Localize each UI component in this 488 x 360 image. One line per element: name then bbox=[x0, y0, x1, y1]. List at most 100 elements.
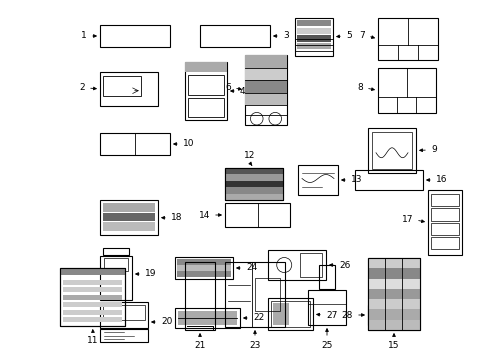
Bar bbox=[103, 213, 155, 221]
Text: 20: 20 bbox=[161, 318, 172, 327]
Bar bbox=[430, 208, 458, 220]
Bar bbox=[270, 301, 309, 327]
Bar bbox=[296, 28, 330, 34]
Text: 5: 5 bbox=[346, 31, 351, 40]
Bar bbox=[254, 278, 280, 311]
Text: 13: 13 bbox=[350, 175, 362, 184]
Bar bbox=[367, 128, 415, 173]
Text: 4: 4 bbox=[240, 86, 245, 95]
Bar bbox=[367, 305, 403, 325]
Text: 10: 10 bbox=[183, 139, 194, 148]
Bar bbox=[377, 68, 435, 113]
Bar bbox=[224, 262, 285, 327]
Bar bbox=[60, 268, 125, 275]
Bar bbox=[184, 262, 215, 330]
Bar bbox=[175, 308, 240, 328]
Bar bbox=[224, 168, 283, 200]
Bar bbox=[103, 248, 129, 255]
Bar bbox=[200, 25, 269, 47]
Text: 27: 27 bbox=[325, 310, 337, 320]
Bar bbox=[60, 268, 125, 326]
Bar bbox=[177, 265, 230, 271]
Bar bbox=[178, 311, 237, 325]
Bar bbox=[244, 68, 286, 80]
Bar bbox=[63, 280, 122, 285]
Bar bbox=[63, 302, 122, 307]
Text: 11: 11 bbox=[87, 336, 99, 345]
Text: 22: 22 bbox=[252, 314, 264, 323]
Text: 19: 19 bbox=[145, 270, 156, 279]
Bar bbox=[294, 18, 332, 56]
Text: 17: 17 bbox=[401, 216, 412, 225]
Bar bbox=[272, 303, 288, 325]
Bar bbox=[63, 287, 122, 292]
Bar bbox=[224, 168, 283, 174]
Bar bbox=[60, 268, 125, 326]
Bar bbox=[244, 80, 286, 93]
Bar bbox=[177, 271, 230, 277]
Bar bbox=[297, 165, 337, 195]
Bar bbox=[244, 55, 286, 68]
Text: 23: 23 bbox=[249, 341, 260, 350]
Bar bbox=[371, 132, 411, 169]
Bar bbox=[224, 168, 283, 200]
Bar bbox=[427, 190, 461, 255]
Bar bbox=[367, 299, 419, 310]
Bar bbox=[104, 258, 128, 271]
Bar bbox=[224, 174, 283, 181]
Text: 1: 1 bbox=[81, 31, 87, 40]
Bar bbox=[100, 133, 170, 155]
Text: 16: 16 bbox=[435, 175, 447, 184]
Bar bbox=[187, 75, 224, 95]
Bar bbox=[367, 268, 419, 279]
Bar bbox=[100, 302, 148, 328]
Text: 7: 7 bbox=[359, 31, 364, 40]
Bar bbox=[267, 250, 325, 280]
Text: 14: 14 bbox=[198, 211, 209, 220]
Bar bbox=[63, 317, 122, 322]
Bar bbox=[177, 259, 230, 265]
Bar bbox=[430, 194, 458, 206]
Bar bbox=[367, 279, 419, 289]
Bar bbox=[184, 62, 226, 120]
Bar bbox=[100, 256, 132, 300]
Bar bbox=[354, 170, 422, 190]
Bar bbox=[100, 25, 170, 47]
Bar bbox=[244, 93, 286, 105]
Bar bbox=[377, 18, 437, 60]
Text: 2: 2 bbox=[79, 84, 85, 93]
Bar bbox=[100, 200, 158, 235]
Bar bbox=[103, 76, 141, 96]
Text: 21: 21 bbox=[194, 341, 205, 350]
Bar bbox=[184, 62, 226, 72]
Bar bbox=[103, 222, 155, 231]
Bar bbox=[244, 55, 286, 125]
Bar bbox=[224, 194, 283, 200]
Text: 18: 18 bbox=[171, 213, 182, 222]
Bar bbox=[100, 72, 158, 106]
Bar bbox=[63, 295, 122, 300]
Bar bbox=[175, 257, 232, 279]
Bar bbox=[296, 20, 330, 26]
Bar bbox=[367, 258, 419, 268]
Text: 28: 28 bbox=[341, 310, 352, 320]
Bar bbox=[267, 298, 312, 330]
Bar bbox=[367, 258, 419, 330]
Text: 26: 26 bbox=[338, 261, 350, 270]
Bar bbox=[296, 43, 330, 49]
Bar bbox=[296, 35, 330, 42]
Bar bbox=[224, 187, 283, 194]
Bar bbox=[367, 310, 419, 320]
Bar bbox=[103, 305, 145, 320]
Text: 25: 25 bbox=[321, 341, 332, 350]
Bar bbox=[430, 237, 458, 249]
Bar bbox=[224, 181, 283, 187]
Bar bbox=[430, 222, 458, 235]
Bar bbox=[319, 265, 334, 289]
Bar bbox=[367, 289, 419, 299]
Bar bbox=[367, 258, 419, 330]
Bar bbox=[367, 320, 419, 330]
Bar bbox=[299, 253, 321, 277]
Text: 15: 15 bbox=[387, 341, 399, 350]
Bar bbox=[224, 203, 289, 227]
